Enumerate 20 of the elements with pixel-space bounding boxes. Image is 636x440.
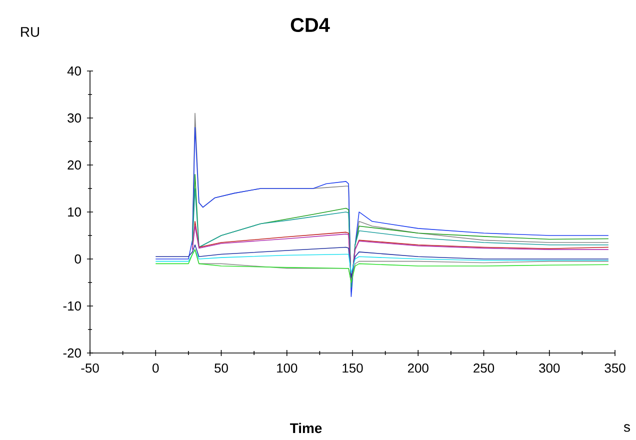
x-axis-title: Time: [290, 422, 322, 434]
y-tick-label: -10: [63, 301, 81, 311]
y-tick-label: 20: [68, 160, 81, 170]
x-tick-label: 100: [277, 364, 298, 373]
x-tick-label: 350: [604, 364, 626, 373]
y-tick-label: 30: [68, 113, 81, 123]
x-tick-label: 200: [408, 364, 428, 373]
x-tick-label: 0: [152, 364, 159, 373]
y-tick-label: 10: [68, 207, 81, 217]
x-tick-label: 150: [342, 364, 363, 373]
y-tick-label: 40: [67, 66, 81, 76]
y-tick-label: -20: [63, 348, 81, 358]
x-tick-label: 300: [539, 364, 560, 373]
y-tick-label: 0: [74, 254, 81, 264]
x-tick-label: 50: [214, 364, 228, 373]
x-tick-label: -50: [81, 364, 99, 373]
y-axis-title: RU: [21, 27, 40, 37]
x-tick-label: 250: [474, 364, 494, 373]
text: s: [624, 424, 630, 432]
chart-title: CD4: [290, 18, 330, 32]
